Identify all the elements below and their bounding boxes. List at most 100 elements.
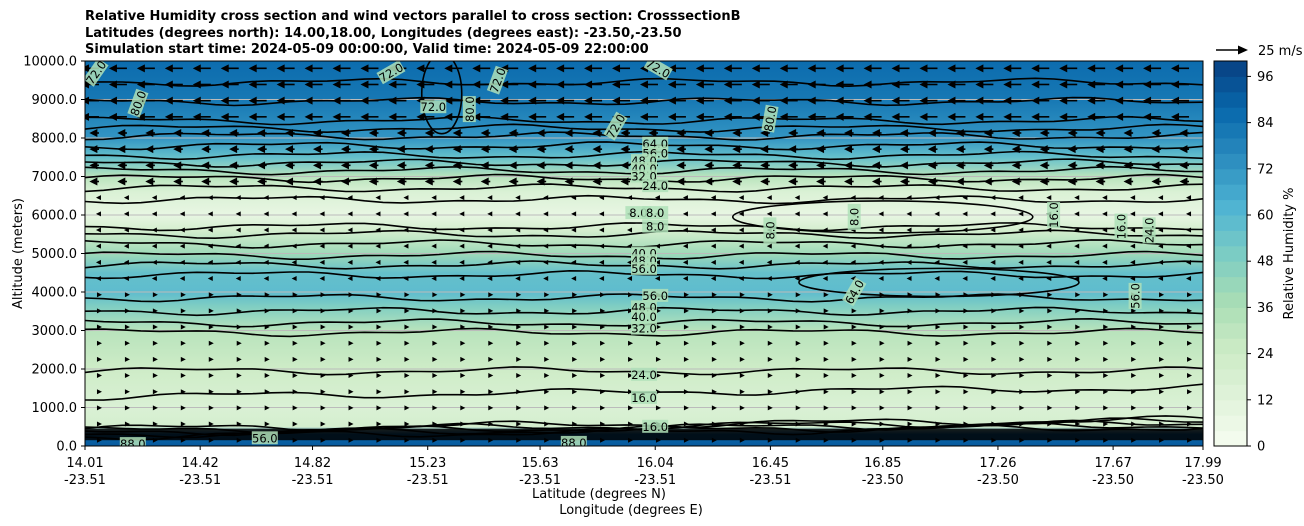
x-axis-label-longitude: Longitude (degrees E)	[559, 503, 703, 518]
wind-vector	[1075, 292, 1081, 298]
wind-vector	[236, 389, 242, 395]
wind-vector	[963, 437, 969, 443]
wind-vector	[1075, 308, 1081, 314]
wind-vector	[564, 128, 575, 137]
wind-vector	[816, 177, 826, 186]
wind-vector	[879, 292, 885, 298]
wind-vector	[711, 405, 717, 411]
wind-vector	[544, 421, 550, 427]
wind-vector	[766, 259, 772, 265]
colorbar-tick-label: 48	[1257, 255, 1274, 270]
wind-vector	[347, 211, 353, 217]
wind-vector	[991, 324, 997, 330]
wind-vector	[1171, 112, 1190, 121]
svg-text:8.0: 8.0	[646, 220, 664, 234]
wind-vector	[152, 373, 158, 379]
wind-vector	[1039, 128, 1050, 137]
wind-vector	[1095, 177, 1106, 186]
wind-vector	[844, 145, 854, 154]
wind-vector	[459, 243, 465, 249]
svg-text:8.0: 8.0	[646, 206, 664, 220]
wind-vector	[388, 112, 407, 121]
wind-vector	[962, 211, 968, 217]
wind-vector	[487, 259, 493, 265]
wind-vector	[947, 64, 966, 73]
wind-vector	[571, 276, 577, 282]
wind-vector	[584, 112, 603, 121]
wind-vector	[1047, 292, 1053, 298]
wind-vector	[508, 145, 519, 154]
x-tick-label-lon: -23.50	[862, 473, 904, 488]
wind-vector	[990, 276, 996, 282]
wind-vector	[117, 177, 127, 186]
wind-vector	[348, 421, 354, 427]
wind-vector	[444, 112, 463, 121]
wind-vector	[807, 112, 826, 121]
svg-text:56.0: 56.0	[252, 431, 278, 445]
wind-vector	[235, 243, 241, 249]
wind-vector	[376, 340, 382, 346]
wind-vector	[1011, 161, 1022, 170]
wind-vector	[123, 195, 129, 201]
svg-text:32.0: 32.0	[631, 322, 657, 336]
wind-vector	[851, 373, 857, 379]
wind-vector	[276, 80, 295, 89]
wind-vector	[710, 211, 716, 217]
wind-vector	[432, 405, 438, 411]
wind-vector	[907, 373, 913, 379]
wind-vector	[682, 259, 688, 265]
colorbar-segment	[1214, 276, 1247, 293]
wind-vector	[639, 80, 658, 89]
wind-vector	[1186, 276, 1192, 282]
colorbar-segment	[1214, 307, 1247, 324]
colorbar-tick-label: 60	[1257, 209, 1274, 224]
wind-vector	[108, 112, 127, 121]
wind-vector	[767, 356, 773, 362]
wind-vector	[452, 128, 463, 137]
wind-vector	[151, 276, 157, 282]
wind-vector	[863, 64, 882, 73]
wind-vector	[975, 112, 994, 121]
wind-vector	[788, 145, 798, 154]
wind-vector	[628, 421, 634, 427]
wind-vector	[851, 389, 857, 395]
wind-vector	[285, 161, 295, 170]
wind-vector	[192, 112, 211, 121]
wind-vector	[145, 145, 155, 154]
wind-vector	[292, 421, 298, 427]
wind-vector	[207, 211, 213, 217]
colorbar-segment	[1214, 292, 1247, 308]
svg-text:72.0: 72.0	[420, 100, 446, 114]
wind-vector	[1087, 112, 1106, 121]
wind-vector	[906, 195, 912, 201]
wind-vector	[432, 421, 438, 427]
wind-vector	[991, 437, 997, 443]
wind-vector	[1186, 259, 1192, 265]
wind-vector	[655, 356, 661, 362]
wind-vector	[85, 96, 99, 105]
contour-label: 24.0	[642, 179, 669, 193]
wind-vector	[124, 324, 130, 330]
wind-vector	[1187, 437, 1193, 443]
wind-vector	[375, 195, 381, 201]
wind-vector	[179, 259, 185, 265]
wind-vector	[1171, 96, 1190, 105]
x-tick-label-lon: -23.51	[179, 473, 221, 488]
wind-vector	[962, 259, 968, 265]
wind-vector	[544, 308, 550, 314]
wind-vector	[1047, 421, 1053, 427]
wind-vector	[571, 259, 577, 265]
wind-vector	[835, 80, 854, 89]
wind-vector	[1130, 259, 1136, 265]
wind-vector	[124, 292, 130, 298]
wind-vector	[544, 356, 550, 362]
wind-vector	[1018, 276, 1024, 282]
wind-vector	[292, 373, 298, 379]
wind-vector	[404, 389, 410, 395]
wind-vector	[1102, 276, 1108, 282]
wind-vector	[738, 195, 744, 201]
wind-vector	[795, 389, 801, 395]
wind-vector	[556, 80, 575, 89]
wind-vector	[879, 389, 885, 395]
wind-vector	[807, 96, 826, 105]
